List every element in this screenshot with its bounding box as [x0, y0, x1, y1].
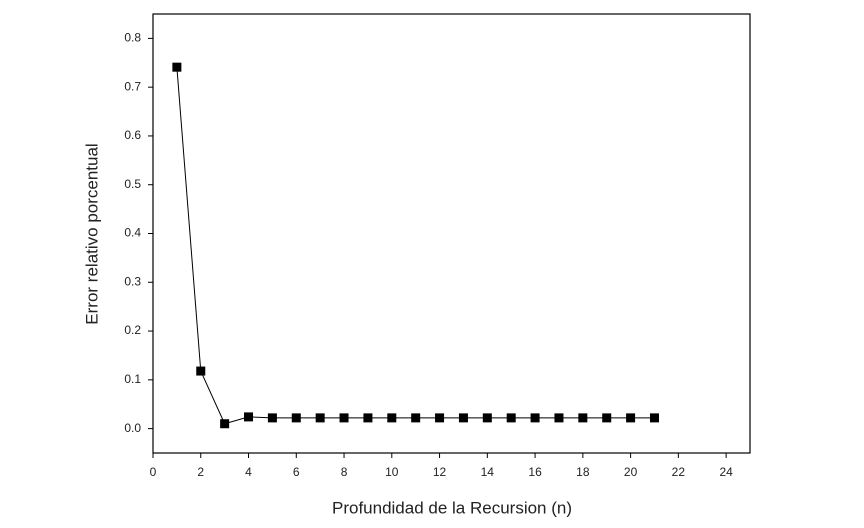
marker: [626, 413, 636, 423]
x-tick-label: 10: [385, 465, 399, 479]
x-axis-title: Profundidad de la Recursion (n): [332, 498, 572, 517]
x-tick-label: 6: [293, 465, 300, 479]
marker: [387, 413, 397, 423]
marker: [220, 419, 230, 429]
y-tick-label: 0.6: [124, 128, 141, 142]
marker: [411, 413, 421, 423]
marker: [267, 413, 277, 423]
x-tick-label: 8: [341, 465, 348, 479]
y-tick-label: 0.4: [124, 226, 141, 240]
series-line: [176, 67, 655, 425]
marker: [315, 413, 325, 423]
x-tick-label: 2: [197, 465, 204, 479]
y-tick-label: 0.8: [124, 31, 141, 45]
y-tick-label: 0.5: [124, 177, 141, 191]
y-tick-label: 0.3: [124, 274, 141, 288]
marker: [435, 413, 445, 423]
x-tick-label: 4: [245, 465, 252, 479]
x-tick-label: 14: [481, 465, 495, 479]
y-tick-label: 0.7: [124, 79, 141, 93]
marker: [363, 413, 373, 423]
marker: [339, 413, 349, 423]
x-tick-label: 12: [433, 465, 447, 479]
x-tick-label: 22: [672, 465, 686, 479]
marker: [506, 413, 516, 423]
y-axis-title: Error relativo porcentual: [82, 143, 101, 324]
x-tick-label: 18: [576, 465, 590, 479]
x-tick-label: 24: [719, 465, 733, 479]
x-tick-label: 0: [150, 465, 157, 479]
x-tick-label: 16: [528, 465, 542, 479]
marker: [602, 413, 612, 423]
marker: [649, 413, 659, 423]
marker: [291, 413, 301, 423]
marker: [554, 413, 564, 423]
marker: [482, 413, 492, 423]
x-tick-label: 20: [624, 465, 638, 479]
marker: [244, 412, 254, 422]
marker: [458, 413, 468, 423]
marker: [578, 413, 588, 423]
plot-frame: [152, 13, 751, 454]
marker: [530, 413, 540, 423]
marker: [172, 62, 182, 72]
y-tick-label: 0.0: [124, 421, 141, 435]
marker: [196, 366, 206, 376]
y-tick-label: 0.2: [124, 323, 141, 337]
y-tick-label: 0.1: [124, 372, 141, 386]
